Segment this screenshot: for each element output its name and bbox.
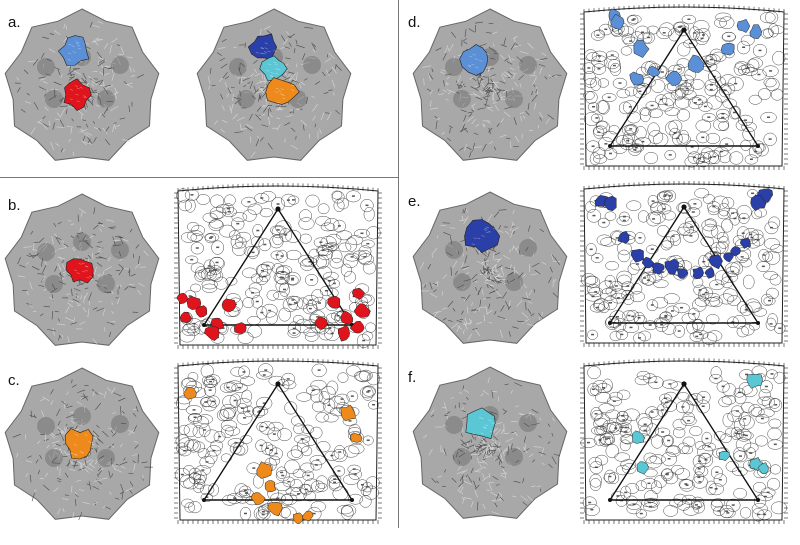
roadmap-projection-icon [580,358,788,524]
panel-label-d: d. [408,14,421,31]
capsid-surface-icon [196,8,352,161]
capsid-surface-icon [412,8,568,161]
roadmap-projection-icon [580,4,788,170]
horizontal-divider [0,177,398,178]
roadmap-projection-icon [580,181,788,347]
capsid-surface-icon [412,191,568,344]
capsid-surface-icon [4,8,160,161]
vertical-divider [398,0,399,528]
capsid-surface-icon [412,366,568,519]
capsid-surface-icon [4,367,160,521]
panel-label-b: b. [8,197,21,214]
panel-label-a: a. [8,14,21,31]
roadmap-projection-icon [174,358,382,524]
capsid-surface-icon [4,193,160,346]
panel-label-c: c. [8,372,20,389]
panel-label-e: e. [408,193,421,210]
roadmap-projection-icon [174,183,382,349]
panel-label-f: f. [408,369,417,386]
